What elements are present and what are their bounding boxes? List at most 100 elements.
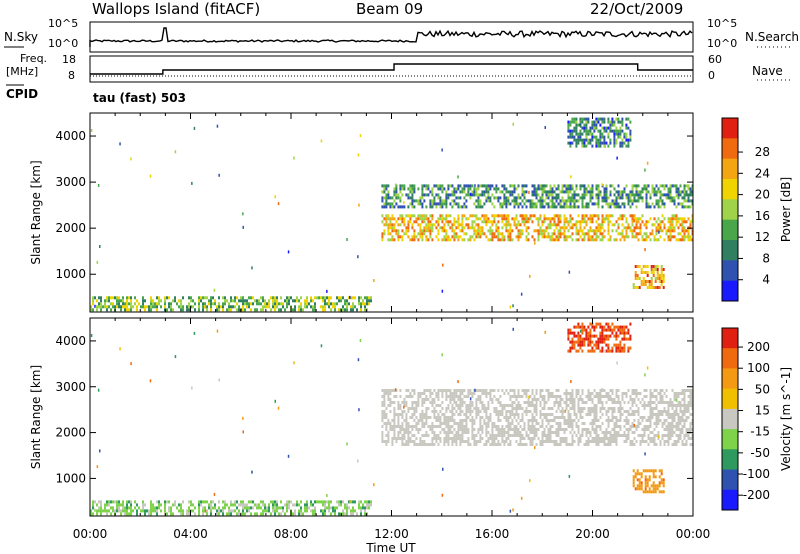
data-cell	[625, 422, 628, 425]
data-cell	[597, 340, 600, 344]
data-cell	[423, 425, 426, 428]
data-cell	[360, 500, 362, 504]
data-cell	[665, 184, 668, 188]
data-cell	[385, 428, 388, 431]
data-cell	[517, 431, 520, 434]
data-cell	[455, 190, 458, 194]
data-cell	[658, 277, 661, 280]
data-cell	[501, 389, 504, 392]
data-cell	[94, 296, 96, 300]
data-cell	[527, 199, 530, 203]
scatter-cell	[675, 194, 678, 198]
data-cell	[656, 286, 659, 289]
data-cell	[286, 506, 288, 510]
data-cell	[631, 199, 634, 203]
data-cell	[595, 193, 598, 197]
data-cell	[603, 434, 606, 437]
data-cell	[507, 422, 510, 425]
scatter-cell	[149, 379, 152, 383]
data-cell	[475, 223, 478, 227]
data-cell	[635, 410, 638, 413]
data-cell	[641, 199, 644, 203]
data-cell	[389, 401, 392, 404]
data-cell	[507, 437, 510, 440]
colorbar-tick-label: 100	[747, 361, 770, 375]
data-cell	[447, 407, 450, 410]
data-cell	[437, 229, 440, 233]
data-cell	[547, 398, 550, 401]
data-cell	[599, 407, 602, 410]
data-cell	[517, 413, 520, 416]
data-cell	[551, 190, 554, 194]
data-cell	[439, 217, 442, 221]
data-cell	[112, 305, 114, 309]
data-cell	[100, 503, 102, 507]
data-cell	[457, 431, 460, 434]
data-cell	[651, 413, 654, 416]
data-cell	[381, 184, 384, 188]
data-cell	[649, 425, 652, 428]
data-cell	[224, 500, 226, 504]
data-cell	[541, 419, 544, 422]
scatter-cell	[193, 126, 196, 130]
data-cell	[679, 428, 682, 431]
data-cell	[517, 395, 520, 398]
data-cell	[100, 308, 102, 312]
data-cell	[675, 422, 678, 425]
data-cell	[569, 425, 572, 428]
data-cell	[615, 419, 618, 422]
data-cell	[405, 425, 408, 428]
data-cell	[625, 117, 628, 121]
data-cell	[553, 229, 556, 233]
data-cell	[497, 389, 500, 392]
data-cell	[525, 199, 528, 203]
data-cell	[433, 398, 436, 401]
data-cell	[623, 187, 626, 191]
data-cell	[310, 500, 312, 504]
data-cell	[485, 440, 488, 443]
data-cell	[130, 305, 132, 309]
data-cell	[657, 413, 660, 416]
data-cell	[573, 398, 576, 401]
data-cell	[529, 440, 532, 443]
data-cell	[660, 469, 663, 473]
data-cell	[665, 428, 668, 431]
colorbar-tick-label: 12	[755, 230, 770, 244]
data-cell	[650, 286, 653, 289]
data-cell	[192, 299, 194, 303]
data-cell	[473, 440, 476, 443]
data-cell	[585, 328, 588, 332]
data-cell	[248, 305, 250, 309]
data-cell	[569, 443, 572, 446]
data-cell	[238, 305, 240, 309]
data-cell	[511, 407, 514, 410]
data-cell	[563, 401, 566, 404]
data-cell	[607, 217, 610, 221]
data-cell	[332, 506, 334, 510]
data-cell	[300, 302, 302, 306]
scatter-cell	[373, 279, 375, 282]
data-cell	[645, 193, 648, 197]
data-cell	[421, 410, 424, 413]
data-cell	[561, 413, 564, 416]
data-cell	[649, 416, 652, 419]
data-cell	[557, 193, 560, 197]
data-cell	[160, 305, 162, 309]
data-cell	[407, 226, 410, 230]
data-cell	[210, 503, 212, 507]
data-cell	[555, 223, 558, 227]
data-cell	[625, 144, 628, 148]
data-cell	[393, 190, 396, 194]
data-cell	[589, 187, 592, 191]
data-cell	[513, 395, 516, 398]
data-cell	[110, 512, 112, 516]
data-cell	[555, 193, 558, 197]
data-cell	[569, 419, 572, 422]
data-cell	[593, 389, 596, 392]
data-cell	[654, 487, 657, 491]
data-cell	[569, 226, 572, 230]
data-cell	[595, 135, 598, 139]
data-cell	[619, 343, 622, 347]
data-cell	[675, 440, 678, 443]
data-cell	[563, 199, 566, 203]
